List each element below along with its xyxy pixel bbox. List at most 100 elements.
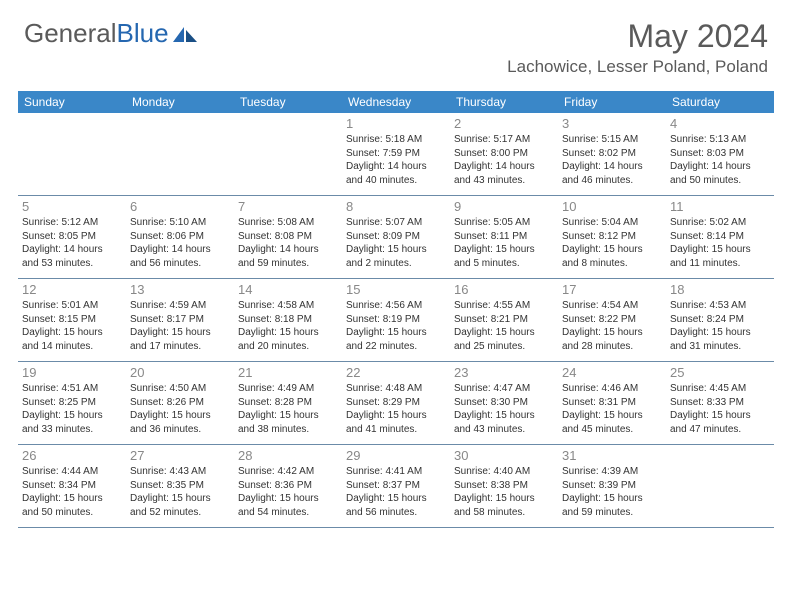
day-info: Sunrise: 4:45 AMSunset: 8:33 PMDaylight:… (670, 382, 770, 436)
day-number: 1 (346, 116, 446, 131)
day-cell (18, 113, 126, 195)
day-info: Sunrise: 4:41 AMSunset: 8:37 PMDaylight:… (346, 465, 446, 519)
day-cell: 16 Sunrise: 4:55 AMSunset: 8:21 PMDayligh… (450, 279, 558, 361)
day-cell: 21Sunrise: 4:49 AMSunset: 8:28 PMDayligh… (234, 362, 342, 444)
day-number: 10 (562, 199, 662, 214)
day-number: 12 (22, 282, 122, 297)
week-row: 26 Sunrise: 4:44 AMSunset: 8:34 PMDayligh… (18, 445, 774, 528)
day-cell: 12 Sunrise: 5:01 AMSunset: 8:15 PMDayligh… (18, 279, 126, 361)
day-number: 27 (130, 448, 230, 463)
day-number: 13 (130, 282, 230, 297)
day-info: Sunrise: 4:39 AMSunset: 8:39 PMDaylight:… (562, 465, 662, 519)
day-cell: 7Sunrise: 5:08 AMSunset: 8:08 PMDaylight… (234, 196, 342, 278)
day-number: 15 (346, 282, 446, 297)
day-cell: 5 Sunrise: 5:12 AMSunset: 8:05 PMDaylight… (18, 196, 126, 278)
day-info: Sunrise: 5:07 AMSunset: 8:09 PMDaylight:… (346, 216, 446, 270)
day-info: Sunrise: 4:42 AMSunset: 8:36 PMDaylight:… (238, 465, 338, 519)
day-number: 7 (238, 199, 338, 214)
day-info: Sunrise: 4:51 AMSunset: 8:25 PMDaylight:… (22, 382, 122, 436)
day-cell: 4 Sunrise: 5:13 AMSunset: 8:03 PMDaylight… (666, 113, 774, 195)
day-info: Sunrise: 4:55 AMSunset: 8:21 PMDaylight:… (454, 299, 554, 353)
day-info: Sunrise: 5:04 AMSunset: 8:12 PMDaylight:… (562, 216, 662, 270)
day-number: 18 (670, 282, 770, 297)
week-row: 19 Sunrise: 4:51 AMSunset: 8:25 PMDayligh… (18, 362, 774, 445)
logo: GeneralBlue (24, 18, 197, 49)
day-info: Sunrise: 5:05 AMSunset: 8:11 PMDaylight:… (454, 216, 554, 270)
day-info: Sunrise: 4:47 AMSunset: 8:30 PMDaylight:… (454, 382, 554, 436)
day-info: Sunrise: 5:13 AMSunset: 8:03 PMDaylight:… (670, 133, 770, 187)
day-info: Sunrise: 4:48 AMSunset: 8:29 PMDaylight:… (346, 382, 446, 436)
day-cell: 19 Sunrise: 4:51 AMSunset: 8:25 PMDayligh… (18, 362, 126, 444)
day-info: Sunrise: 5:17 AMSunset: 8:00 PMDaylight:… (454, 133, 554, 187)
day-number: 22 (346, 365, 446, 380)
day-cell: 23 Sunrise: 4:47 AMSunset: 8:30 PMDayligh… (450, 362, 558, 444)
day-number: 5 (22, 199, 122, 214)
day-cell (666, 445, 774, 527)
week-row: 5 Sunrise: 5:12 AMSunset: 8:05 PMDaylight… (18, 196, 774, 279)
day-info: Sunrise: 4:54 AMSunset: 8:22 PMDaylight:… (562, 299, 662, 353)
day-header-sat: Saturday (666, 91, 774, 113)
weeks-container: 1 Sunrise: 5:18 AMSunset: 7:59 PMDaylight… (18, 113, 774, 528)
day-number: 16 (454, 282, 554, 297)
day-info: Sunrise: 5:01 AMSunset: 8:15 PMDaylight:… (22, 299, 122, 353)
day-number: 9 (454, 199, 554, 214)
day-cell: 1 Sunrise: 5:18 AMSunset: 7:59 PMDaylight… (342, 113, 450, 195)
day-cell: 18 Sunrise: 4:53 AMSunset: 8:24 PMDayligh… (666, 279, 774, 361)
day-number: 2 (454, 116, 554, 131)
day-cell: 6Sunrise: 5:10 AMSunset: 8:06 PMDaylight… (126, 196, 234, 278)
day-cell: 15 Sunrise: 4:56 AMSunset: 8:19 PMDayligh… (342, 279, 450, 361)
day-number: 31 (562, 448, 662, 463)
day-number: 20 (130, 365, 230, 380)
day-info: Sunrise: 4:44 AMSunset: 8:34 PMDaylight:… (22, 465, 122, 519)
day-cell: 30Sunrise: 4:40 AMSunset: 8:38 PMDayligh… (450, 445, 558, 527)
day-info: Sunrise: 4:43 AMSunset: 8:35 PMDaylight:… (130, 465, 230, 519)
day-header-fri: Friday (558, 91, 666, 113)
day-number: 11 (670, 199, 770, 214)
day-header-wed: Wednesday (342, 91, 450, 113)
day-cell: 17Sunrise: 4:54 AMSunset: 8:22 PMDayligh… (558, 279, 666, 361)
day-cell: 2 Sunrise: 5:17 AMSunset: 8:00 PMDaylight… (450, 113, 558, 195)
day-cell: 26 Sunrise: 4:44 AMSunset: 8:34 PMDayligh… (18, 445, 126, 527)
header: GeneralBlue May 2024 Lachowice, Lesser P… (0, 0, 792, 85)
day-number: 14 (238, 282, 338, 297)
day-header-mon: Monday (126, 91, 234, 113)
day-number: 8 (346, 199, 446, 214)
day-info: Sunrise: 4:53 AMSunset: 8:24 PMDaylight:… (670, 299, 770, 353)
day-cell: 13Sunrise: 4:59 AMSunset: 8:17 PMDayligh… (126, 279, 234, 361)
day-cell: 3Sunrise: 5:15 AMSunset: 8:02 PMDaylight… (558, 113, 666, 195)
day-info: Sunrise: 5:18 AMSunset: 7:59 PMDaylight:… (346, 133, 446, 187)
day-cell: 28 Sunrise: 4:42 AMSunset: 8:36 PMDayligh… (234, 445, 342, 527)
day-number: 28 (238, 448, 338, 463)
day-number: 21 (238, 365, 338, 380)
day-cell: 22 Sunrise: 4:48 AMSunset: 8:29 PMDayligh… (342, 362, 450, 444)
day-number: 6 (130, 199, 230, 214)
day-cell: 8 Sunrise: 5:07 AMSunset: 8:09 PMDaylight… (342, 196, 450, 278)
month-title: May 2024 (507, 18, 768, 55)
logo-text-2: Blue (117, 18, 169, 49)
day-header-tue: Tuesday (234, 91, 342, 113)
day-cell: 10 Sunrise: 5:04 AMSunset: 8:12 PMDayligh… (558, 196, 666, 278)
logo-sail-icon (173, 25, 197, 43)
day-number: 26 (22, 448, 122, 463)
day-info: Sunrise: 5:12 AMSunset: 8:05 PMDaylight:… (22, 216, 122, 270)
day-cell: 14 Sunrise: 4:58 AMSunset: 8:18 PMDayligh… (234, 279, 342, 361)
day-info: Sunrise: 4:58 AMSunset: 8:18 PMDaylight:… (238, 299, 338, 353)
day-cell: 24Sunrise: 4:46 AMSunset: 8:31 PMDayligh… (558, 362, 666, 444)
day-number: 30 (454, 448, 554, 463)
day-number: 29 (346, 448, 446, 463)
day-number: 24 (562, 365, 662, 380)
logo-text-1: General (24, 18, 117, 49)
day-number: 25 (670, 365, 770, 380)
location: Lachowice, Lesser Poland, Poland (507, 57, 768, 77)
day-info: Sunrise: 5:02 AMSunset: 8:14 PMDaylight:… (670, 216, 770, 270)
day-number: 3 (562, 116, 662, 131)
week-row: 1 Sunrise: 5:18 AMSunset: 7:59 PMDaylight… (18, 113, 774, 196)
day-number: 23 (454, 365, 554, 380)
day-cell: 9 Sunrise: 5:05 AMSunset: 8:11 PMDaylight… (450, 196, 558, 278)
day-header-row: Sunday Monday Tuesday Wednesday Thursday… (18, 91, 774, 113)
title-block: May 2024 Lachowice, Lesser Poland, Polan… (507, 18, 768, 77)
day-number: 19 (22, 365, 122, 380)
day-number: 4 (670, 116, 770, 131)
calendar: Sunday Monday Tuesday Wednesday Thursday… (18, 91, 774, 528)
day-info: Sunrise: 4:56 AMSunset: 8:19 PMDaylight:… (346, 299, 446, 353)
